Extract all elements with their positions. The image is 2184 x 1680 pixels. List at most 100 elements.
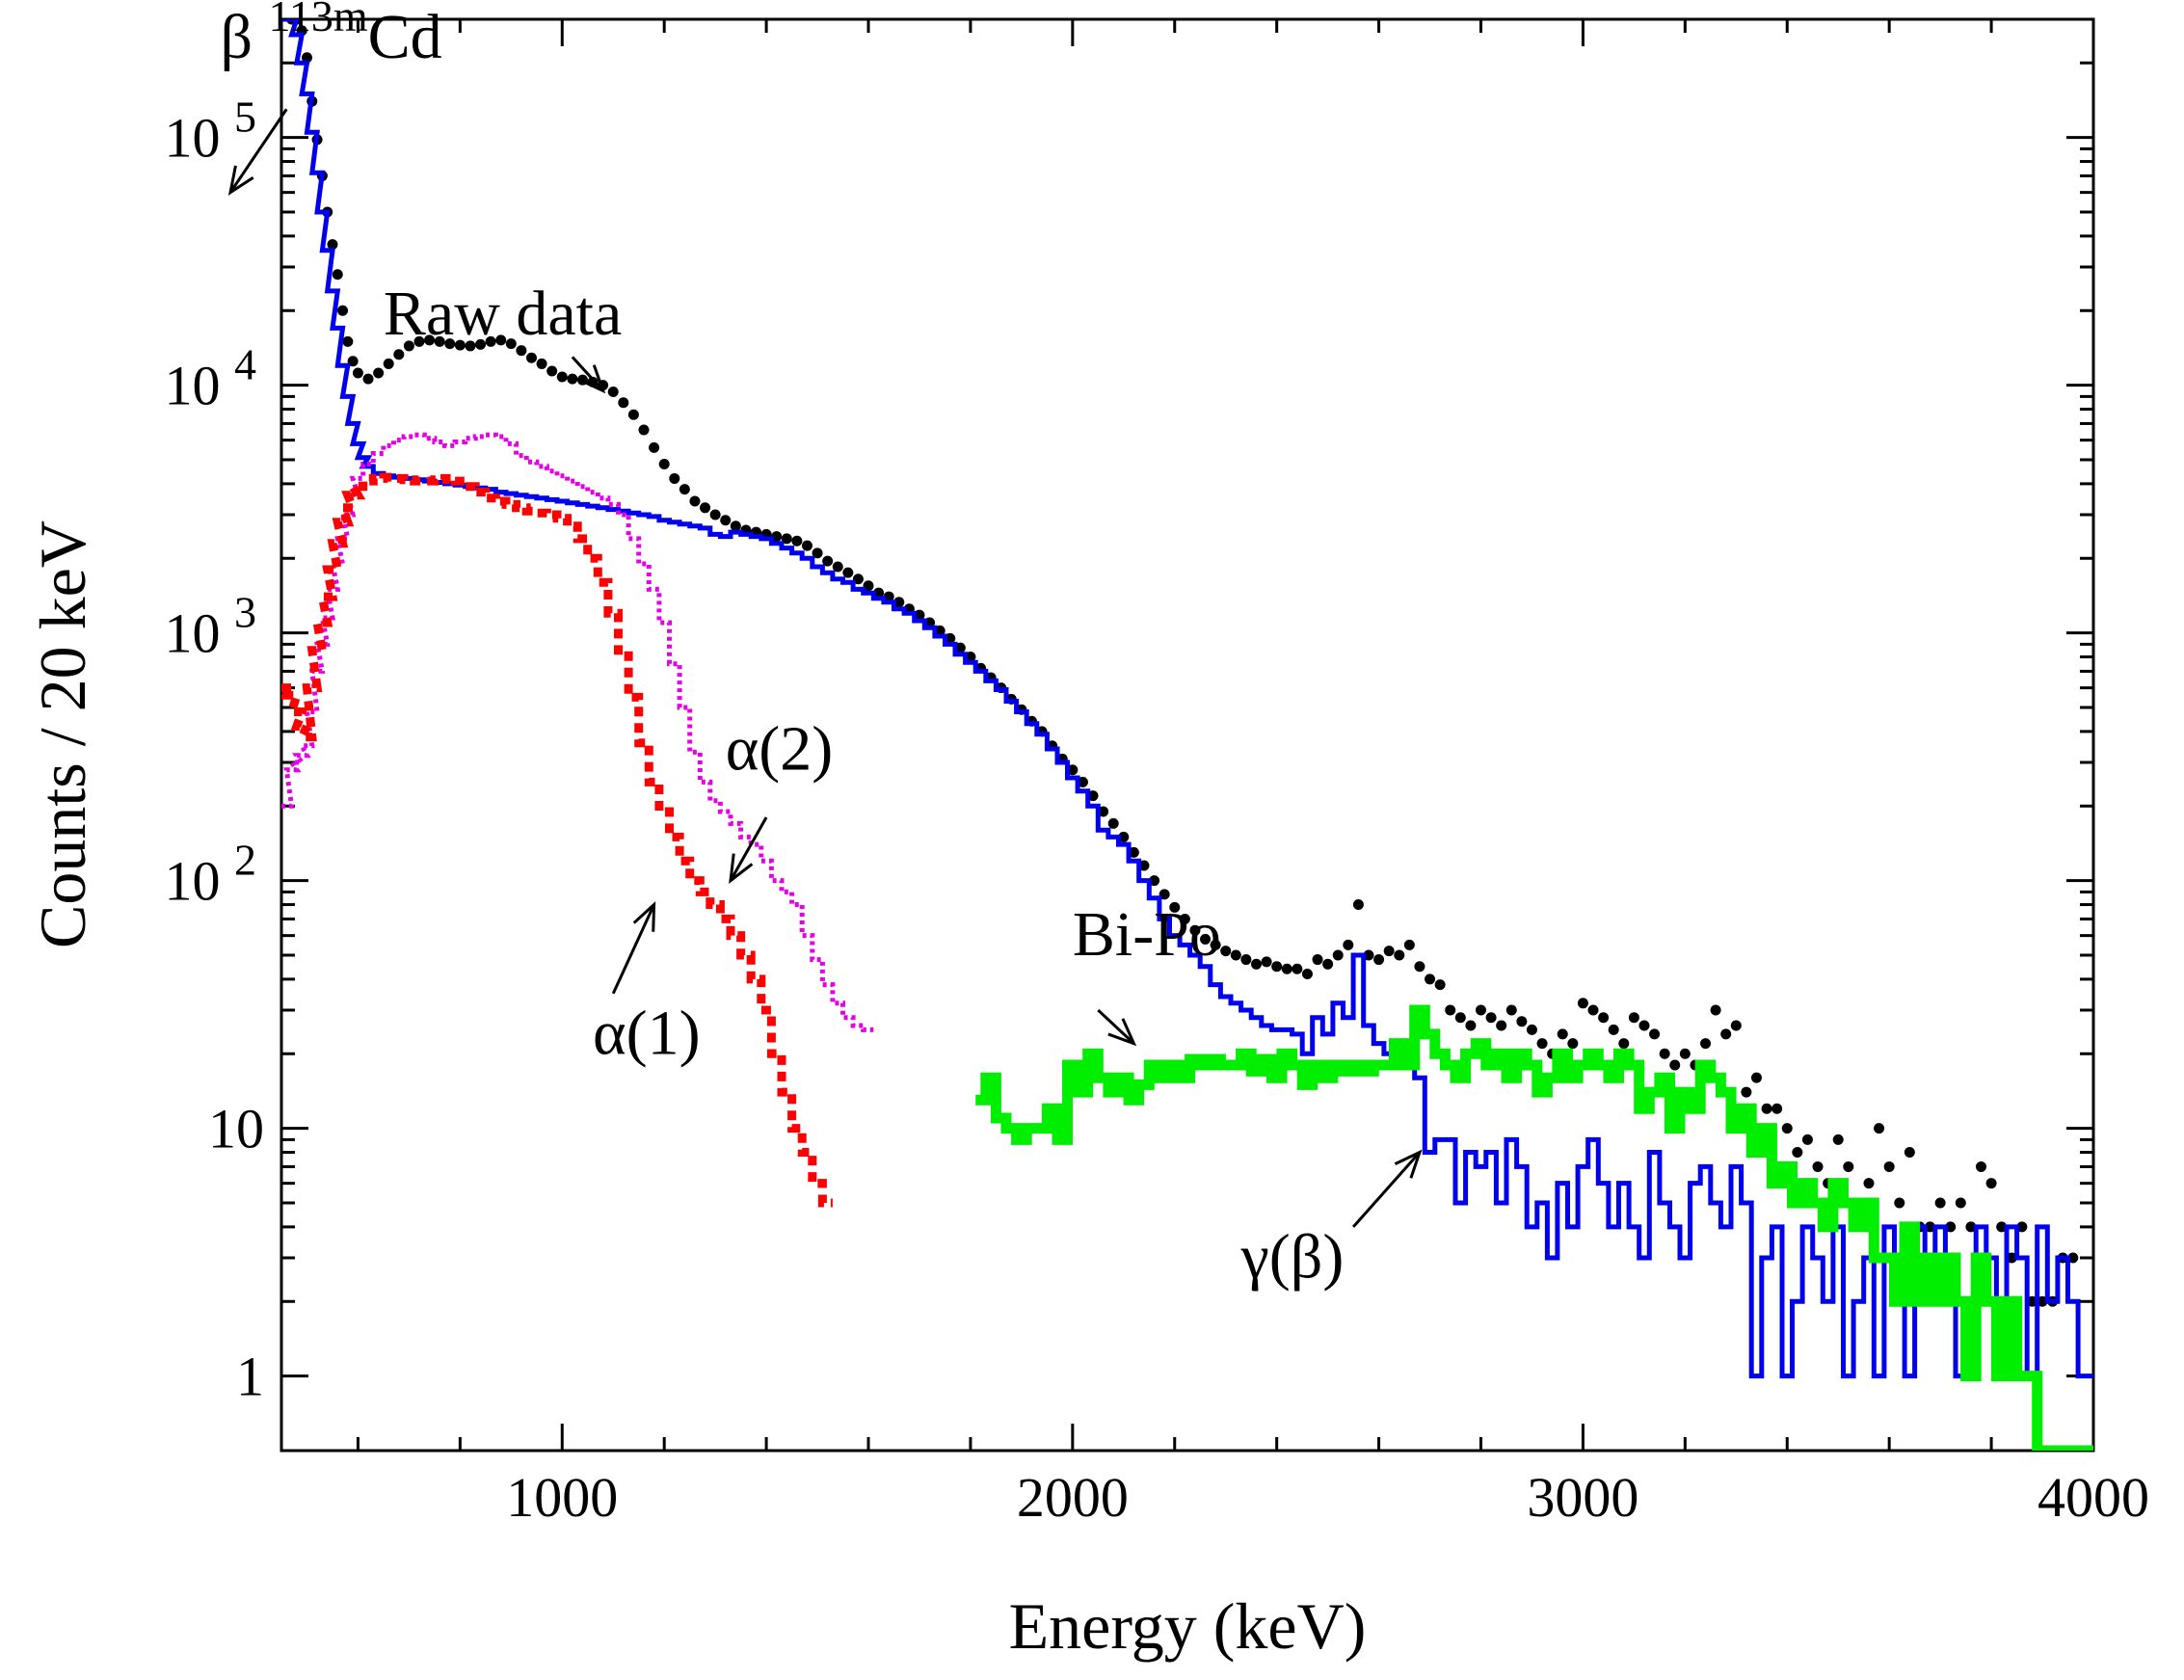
data-point — [1965, 1221, 1977, 1233]
data-point — [1301, 968, 1313, 979]
data-point — [1363, 949, 1374, 961]
data-point — [863, 580, 874, 592]
data-point — [2067, 1252, 2079, 1264]
data-point — [1781, 1123, 1793, 1134]
annotation-a1: α(1) — [593, 901, 701, 1068]
data-point — [1618, 1038, 1630, 1050]
annotation-arrow — [611, 903, 655, 995]
arrowhead — [577, 364, 606, 394]
data-point — [1200, 933, 1212, 945]
data-point — [556, 371, 568, 383]
data-point — [791, 535, 803, 547]
data-point — [679, 484, 690, 495]
data-point — [1975, 1160, 1986, 1172]
data-point — [812, 547, 823, 559]
x-tick-label: 4000 — [2038, 1466, 2149, 1529]
data-point — [1107, 817, 1119, 829]
series--1- — [281, 472, 833, 1208]
data-point — [342, 335, 354, 347]
annotation-arrow — [729, 816, 768, 882]
data-point — [1149, 875, 1160, 887]
data-point — [2006, 1252, 2017, 1264]
series-bi-po — [975, 1004, 2093, 1451]
data-point — [689, 495, 701, 507]
data-point — [536, 358, 547, 369]
data-point — [638, 424, 650, 436]
data-point — [1567, 1038, 1579, 1050]
data-point — [1240, 954, 1252, 966]
data-point — [495, 334, 507, 346]
data-point — [832, 561, 843, 573]
data-point — [485, 335, 496, 347]
data-point — [883, 591, 894, 602]
annotation-gamma: γ(β) — [1240, 1149, 1423, 1292]
data-point — [1741, 1086, 1752, 1098]
series-line — [281, 19, 2093, 1379]
x-tick-label: 1000 — [506, 1466, 618, 1529]
annotation-label: Raw data — [384, 279, 622, 349]
series-line — [281, 472, 833, 1208]
data-point — [771, 531, 783, 543]
data-point — [1465, 1020, 1477, 1031]
data-point — [1505, 1004, 1517, 1016]
data-point — [1730, 1020, 1742, 1031]
data-point — [1628, 1012, 1639, 1024]
data-point — [1159, 889, 1170, 900]
data-point — [352, 367, 363, 379]
data-point — [525, 352, 537, 363]
data-point — [337, 305, 349, 316]
annotation-arrow — [228, 108, 288, 194]
data-point — [546, 365, 558, 377]
data-point — [1638, 1020, 1650, 1031]
data-point — [505, 338, 517, 350]
data-point — [1414, 961, 1425, 973]
data-point — [720, 515, 732, 526]
data-point — [842, 567, 854, 578]
annotation-arrow — [1351, 1151, 1422, 1228]
annotation-arrow — [1097, 1008, 1135, 1045]
data-point — [327, 239, 338, 251]
data-point — [1383, 946, 1395, 957]
data-point — [1179, 913, 1190, 924]
axis-ticks: 1000 2000 3000 4000 1 10 10 2 10 3 10 4 10 5 — [165, 17, 2149, 1529]
data-point — [1281, 963, 1292, 974]
y-tick-label: 10 3 — [165, 588, 257, 665]
data-point — [1904, 1147, 1915, 1159]
series-layer — [281, 19, 2093, 1451]
data-point — [1598, 1012, 1610, 1024]
data-point — [1128, 846, 1139, 858]
data-point — [1454, 1012, 1466, 1024]
data-point — [1312, 954, 1323, 966]
y-tick-label: 1 — [236, 1346, 264, 1408]
data-point — [454, 339, 466, 351]
data-point — [1087, 790, 1099, 802]
data-point — [934, 625, 946, 636]
series-line — [281, 432, 874, 1032]
data-point — [1496, 1020, 1507, 1031]
data-point — [1832, 1133, 1844, 1145]
data-point — [649, 441, 660, 453]
data-point — [1934, 1197, 1946, 1209]
data-point — [1985, 1178, 1997, 1189]
annotation-label: α(1) — [593, 998, 701, 1068]
data-point — [1322, 958, 1334, 970]
y-tick-label: 10 5 — [165, 93, 257, 170]
data-point — [1679, 1048, 1691, 1059]
series-raw-data — [286, 19, 2079, 1307]
data-point — [1220, 946, 1232, 957]
data-point — [424, 334, 436, 346]
data-point — [873, 587, 885, 599]
data-point — [1485, 1012, 1497, 1024]
data-point — [383, 358, 394, 369]
data-point — [444, 338, 456, 350]
data-point — [1700, 1038, 1712, 1050]
data-point — [1261, 956, 1272, 968]
data-point — [1352, 899, 1364, 911]
data-point — [781, 533, 792, 545]
data-point — [1516, 1016, 1528, 1027]
data-point — [1476, 1004, 1487, 1016]
data-point — [730, 520, 741, 532]
data-point — [1394, 949, 1405, 961]
data-point — [1874, 1123, 1885, 1134]
